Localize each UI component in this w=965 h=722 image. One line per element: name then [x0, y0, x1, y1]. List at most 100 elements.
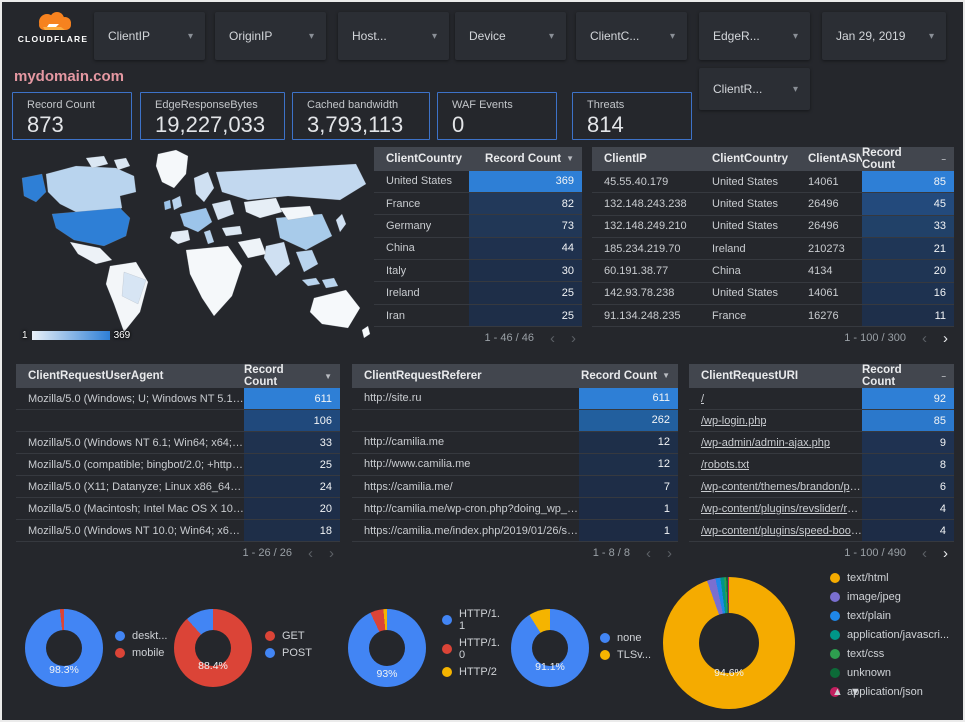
caret-down-icon: ▾: [431, 30, 437, 42]
table-row: 45.55.40.179 United States 14061 85: [592, 171, 954, 194]
uri-link[interactable]: /: [701, 392, 705, 405]
filter-label: Host...: [352, 29, 387, 43]
cell-asn: 14061: [808, 175, 839, 188]
cell-country: United States: [712, 197, 779, 210]
cell-label: France: [386, 197, 421, 210]
next-page-icon[interactable]: ›: [329, 544, 334, 562]
cell-count: 21: [933, 242, 946, 255]
prev-page-icon[interactable]: ‹: [922, 329, 927, 347]
next-page-icon[interactable]: ›: [571, 329, 576, 347]
filter-chip-edgeresponse[interactable]: EdgeR... ▾: [699, 12, 810, 60]
prev-page-icon[interactable]: ‹: [308, 544, 313, 562]
scorecard-cached-bandwidth: Cached bandwidth 3,793,113: [292, 92, 430, 140]
filter-chip-originip[interactable]: OriginIP ▾: [215, 12, 326, 60]
device-type-legend: deskt... mobile: [115, 630, 167, 659]
cell-country: Ireland: [712, 242, 746, 255]
table-row: Iran 25: [374, 304, 582, 328]
cell-asn: 14061: [808, 287, 839, 300]
scorecard-label: Cached bandwidth: [307, 99, 399, 111]
request-method-donut: [174, 609, 252, 687]
scorecard-label: Threats: [587, 99, 625, 111]
sort-icon[interactable]: –: [941, 371, 946, 381]
uri-link[interactable]: /wp-admin/admin-ajax.php: [701, 436, 831, 449]
table-row: Mozilla/5.0 (Windows NT 6.1; Win64; x64;…: [16, 432, 340, 455]
caret-down-icon: ▾: [792, 30, 798, 42]
cell-count: 33: [933, 220, 946, 233]
map-color-legend: 1 369: [22, 330, 130, 341]
cell-asn: 26496: [808, 197, 839, 210]
scorecard-label: Record Count: [27, 99, 95, 111]
cell-country: United States: [712, 175, 779, 188]
cell-count: 85: [933, 175, 946, 188]
scorecard-label: EdgeResponseBytes: [155, 99, 258, 111]
sort-desc-icon[interactable]: ▼: [662, 371, 670, 381]
sort-desc-icon[interactable]: ▼: [324, 371, 332, 381]
filter-chip-clientrequest[interactable]: ClientR... ▾: [699, 68, 810, 110]
filter-label: ClientC...: [590, 29, 640, 43]
table-header: ClientRequestReferer Record Count ▼: [352, 364, 678, 388]
cell-count: 611: [314, 392, 332, 405]
cell-count: 6: [939, 480, 946, 493]
column-header: ClientRequestReferer: [364, 369, 482, 382]
filter-chip-clientip[interactable]: ClientIP ▾: [94, 12, 205, 60]
filter-label: ClientIP: [108, 29, 151, 43]
legend-scroll-up-icon[interactable]: ▲: [832, 686, 843, 698]
filter-chip-host[interactable]: Host... ▾: [338, 12, 449, 60]
next-page-icon[interactable]: ›: [943, 329, 948, 347]
column-header-record-count: Record Count –: [862, 147, 946, 171]
column-header: ClientCountry: [712, 153, 789, 165]
sort-icon[interactable]: –: [941, 154, 946, 164]
table-body: / 92 /wp-login.php 85 /wp-admin/admin-ajax…: [689, 388, 954, 543]
request-method-legend: GET POST: [265, 630, 312, 659]
scorecard-edge-response-bytes: EdgeResponseBytes 19,227,033: [140, 92, 285, 140]
uri-link[interactable]: /wp-content/plugins/speed-booste...: [701, 524, 862, 537]
cell-country: United States: [712, 220, 779, 233]
cell-asn: 4134: [808, 264, 833, 277]
table-header: ClientRequestUserAgent Record Count ▼: [16, 364, 340, 388]
donut-hole: [195, 630, 231, 666]
cell-label: Ireland: [386, 287, 420, 300]
filter-chip-device[interactable]: Device ▾: [455, 12, 566, 60]
caret-down-icon: ▾: [548, 30, 554, 42]
cell-count: 106: [313, 414, 332, 427]
table-body: 45.55.40.179 United States 14061 85 132.148…: [592, 171, 954, 328]
pagination-range: 1 - 100 / 490: [844, 547, 906, 560]
prev-page-icon[interactable]: ‹: [550, 329, 555, 347]
table-row: http://www.camilia.me 12: [352, 453, 678, 477]
cell-label: Germany: [386, 220, 432, 233]
uri-link[interactable]: /wp-content/themes/brandon/plu...: [701, 480, 862, 493]
filter-label: ClientR...: [713, 82, 763, 96]
world-map: [21, 149, 371, 339]
cell-count: 25: [319, 458, 332, 471]
uri-link[interactable]: /wp-login.php: [701, 414, 767, 427]
prev-page-icon[interactable]: ‹: [922, 544, 927, 562]
cell-count: 25: [561, 309, 574, 322]
device-type-donut: [25, 609, 103, 687]
legend-item: application/javascri...: [830, 629, 949, 641]
next-page-icon[interactable]: ›: [667, 544, 672, 562]
tls-version-legend: none TLSv...: [600, 632, 651, 661]
cell-count: 4: [939, 502, 946, 515]
table-row: Italy 30: [374, 260, 582, 283]
table-row: /wp-content/plugins/revslider/rs-p... 4: [689, 498, 954, 521]
legend-dot: [830, 668, 840, 678]
uri-link[interactable]: /robots.txt: [701, 458, 750, 471]
brand-wordmark: CLOUDFLARE: [17, 34, 89, 44]
legend-scroll-down-icon[interactable]: ▼: [849, 686, 861, 698]
next-page-icon[interactable]: ›: [943, 544, 948, 562]
sort-desc-icon[interactable]: ▼: [566, 154, 574, 164]
table-row: http://camilia.me/wp-cron.php?doing_wp_c…: [352, 498, 678, 521]
cell-count: 9: [939, 436, 946, 449]
table-row: Germany 73: [374, 215, 582, 238]
date-range-picker[interactable]: Jan 29, 2019 ▾: [822, 12, 946, 60]
legend-dot: [265, 631, 275, 641]
scorecard-value: 873: [27, 112, 64, 137]
filter-chip-clientcountry[interactable]: ClientC... ▾: [576, 12, 687, 60]
cell-count: 92: [933, 392, 946, 405]
cell-label: https://camilia.me/index.php/2019/01/26/…: [364, 524, 579, 537]
cell-ip: 185.234.219.70: [604, 242, 681, 255]
scorecard-label: WAF Events: [452, 99, 513, 111]
pagination: 1 - 46 / 46 ‹ ›: [374, 329, 582, 347]
prev-page-icon[interactable]: ‹: [646, 544, 651, 562]
uri-link[interactable]: /wp-content/plugins/revslider/rs-p...: [701, 502, 862, 515]
